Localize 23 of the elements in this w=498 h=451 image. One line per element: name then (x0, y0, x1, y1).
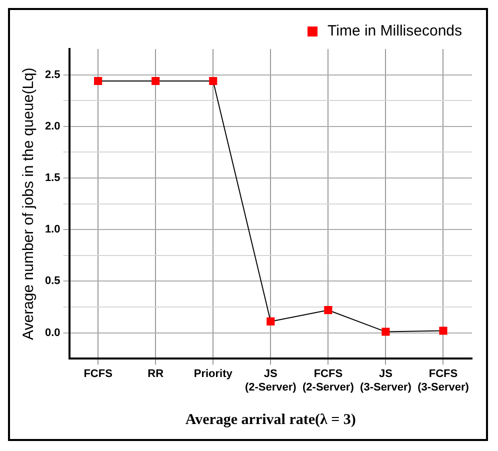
point (209, 76, 218, 86)
y-tick-label: 0.0 (44, 326, 60, 339)
x-tick-label: JS (3-Server) (360, 368, 412, 394)
point (324, 306, 332, 314)
x-tick-label: FCFS (84, 368, 112, 380)
point (94, 76, 102, 86)
x-tick-label: FCFS (2-Server) (302, 368, 354, 394)
x-tick-label: FCFS (3-Server) (418, 368, 470, 394)
point (382, 328, 390, 336)
y-tick-label: 1.5 (44, 172, 60, 184)
x-tick-label: JS (2-Server) (244, 368, 297, 394)
y-tick-label: 2.0 (44, 120, 60, 132)
y-tick-label: 2.5 (44, 68, 60, 81)
x-axis-title: Average arrival rate(λ = 3) (185, 412, 356, 428)
y-tick-label: 0.5 (44, 275, 60, 288)
x-tick-label: RR (148, 368, 164, 380)
x-tick-label: Priority (194, 368, 234, 380)
point (152, 76, 160, 86)
point (439, 326, 448, 335)
point (266, 317, 275, 326)
y-tick-label: 1.0 (44, 224, 60, 236)
y-axis-title: Average number of jobs in the queue(Lq) (20, 68, 38, 340)
legend-label: Time in Milliseconds (328, 22, 462, 40)
